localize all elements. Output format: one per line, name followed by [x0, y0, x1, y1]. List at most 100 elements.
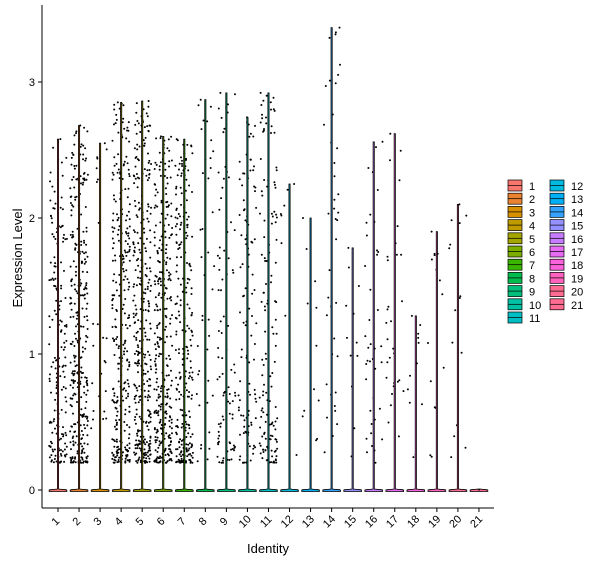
point-5 [149, 449, 152, 452]
point-2 [83, 315, 86, 318]
point-5 [144, 461, 147, 464]
point-2 [71, 425, 73, 428]
point-15 [357, 285, 360, 287]
point-14 [323, 123, 325, 126]
point-20 [458, 222, 461, 225]
point-17 [401, 300, 403, 303]
point-6 [154, 363, 157, 366]
point-17 [392, 347, 395, 350]
point-7 [191, 235, 194, 238]
x-tick-label: 7 [176, 515, 189, 528]
point-7 [188, 262, 191, 265]
point-4 [122, 270, 125, 273]
point-10 [250, 423, 253, 426]
point-5 [138, 385, 141, 388]
point-4 [123, 160, 126, 163]
x-tick-label: 3 [92, 515, 105, 528]
point-11 [275, 332, 278, 335]
point-11 [271, 455, 274, 458]
point-14 [333, 175, 336, 178]
point-11 [275, 169, 278, 172]
point-2 [73, 165, 76, 167]
point-6 [154, 364, 157, 367]
point-6 [170, 379, 173, 382]
point-6 [166, 256, 169, 259]
point-5 [150, 284, 152, 287]
point-8 [206, 348, 209, 351]
point-2 [69, 233, 72, 236]
point-6 [160, 201, 163, 204]
point-5 [135, 460, 138, 463]
point-14 [337, 211, 340, 214]
point-5 [148, 410, 151, 413]
point-6 [155, 354, 158, 357]
point-11 [262, 448, 265, 451]
legend-label-20: 20 [571, 287, 583, 299]
point-11 [275, 455, 278, 458]
point-7 [177, 383, 180, 386]
point-7 [190, 446, 193, 449]
point-6 [167, 374, 170, 377]
point-14 [337, 73, 340, 76]
point-1 [62, 348, 65, 351]
point-4 [127, 187, 130, 190]
point-4 [123, 382, 126, 385]
point-2 [84, 407, 87, 410]
point-5 [135, 350, 138, 353]
point-4 [128, 426, 131, 429]
x-tick-label: 6 [155, 515, 168, 528]
point-5 [132, 241, 135, 244]
point-4 [111, 139, 114, 142]
point-1 [54, 277, 57, 280]
point-4 [126, 368, 129, 371]
point-5 [146, 288, 149, 290]
point-5 [146, 217, 149, 220]
point-5 [147, 161, 150, 164]
point-16 [365, 234, 368, 237]
point-11 [270, 125, 273, 128]
point-6 [164, 449, 166, 452]
point-16 [371, 445, 373, 447]
point-11 [275, 440, 278, 443]
point-4 [125, 137, 128, 140]
point-2 [85, 334, 88, 337]
point-11 [271, 421, 274, 424]
point-5 [138, 207, 141, 210]
point-4 [124, 324, 127, 326]
point-3 [102, 336, 105, 339]
point-7 [181, 329, 184, 332]
point-1 [65, 324, 68, 326]
point-1 [60, 388, 63, 391]
point-4 [125, 231, 127, 233]
point-4 [114, 254, 116, 257]
point-7 [179, 215, 181, 218]
point-5 [144, 309, 147, 311]
point-6 [154, 436, 157, 438]
point-13 [301, 415, 304, 418]
x-tick-label: 21 [468, 513, 485, 530]
point-16 [367, 346, 370, 349]
point-4 [113, 108, 116, 111]
point-2 [72, 412, 74, 415]
point-6 [154, 224, 157, 227]
point-7 [175, 185, 178, 188]
point-4 [122, 267, 125, 270]
point-3 [104, 390, 107, 393]
point-14 [336, 355, 339, 358]
point-17 [387, 421, 390, 424]
point-6 [163, 292, 166, 295]
point-6 [154, 296, 157, 299]
point-5 [136, 216, 139, 218]
point-8 [200, 256, 203, 259]
point-6 [160, 212, 163, 215]
legend-label-9: 9 [529, 287, 535, 299]
point-2 [75, 317, 78, 320]
point-5 [149, 435, 152, 438]
point-7 [179, 451, 182, 454]
point-1 [63, 324, 66, 327]
point-11 [264, 352, 267, 355]
point-4 [116, 461, 119, 464]
point-3 [102, 418, 105, 420]
point-6 [169, 448, 172, 451]
